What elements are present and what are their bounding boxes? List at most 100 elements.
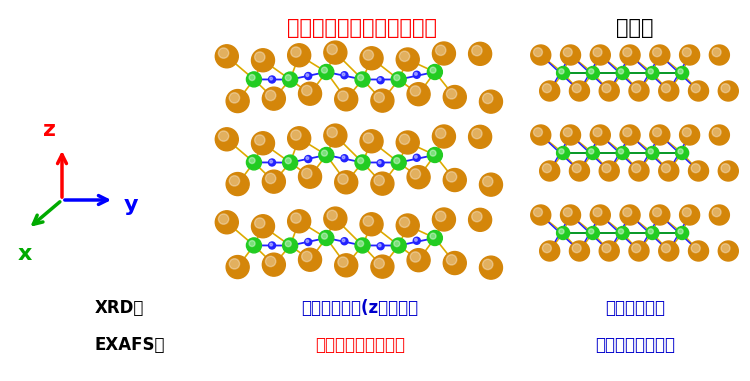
Circle shape [251,49,274,72]
Circle shape [658,241,679,261]
Circle shape [254,135,265,145]
Circle shape [540,241,560,261]
Circle shape [682,208,692,217]
Circle shape [319,147,334,163]
Circle shape [413,154,420,161]
Circle shape [531,125,550,145]
Circle shape [692,84,700,93]
Circle shape [632,84,640,93]
Circle shape [721,244,730,253]
Circle shape [363,216,374,226]
Circle shape [678,229,683,234]
Circle shape [710,205,729,225]
Circle shape [593,48,602,57]
Circle shape [436,45,445,56]
Circle shape [436,211,445,221]
Circle shape [342,73,345,76]
Circle shape [285,158,291,164]
Circle shape [334,254,358,277]
Circle shape [680,205,700,225]
Circle shape [377,77,384,84]
Circle shape [678,149,683,154]
Text: y: y [124,195,139,215]
Circle shape [712,128,721,137]
Circle shape [650,205,670,225]
Circle shape [215,45,238,68]
Circle shape [268,159,275,166]
Circle shape [360,47,383,70]
Circle shape [371,89,394,112]
Circle shape [291,213,302,223]
Circle shape [533,128,542,137]
Circle shape [288,127,310,150]
Circle shape [482,259,493,270]
Circle shape [556,67,569,80]
Circle shape [469,208,491,231]
Circle shape [254,218,265,228]
Circle shape [629,241,649,261]
Circle shape [652,48,662,57]
Circle shape [620,205,640,225]
Circle shape [407,249,430,272]
Circle shape [226,256,249,279]
Circle shape [298,248,322,271]
Circle shape [249,75,255,80]
Circle shape [247,238,262,253]
Circle shape [268,76,275,83]
Circle shape [249,240,255,247]
Circle shape [291,47,302,57]
Circle shape [560,205,580,225]
Circle shape [374,175,384,186]
Circle shape [427,147,442,163]
Circle shape [427,64,442,80]
Circle shape [226,173,249,195]
Circle shape [230,93,239,103]
Circle shape [433,42,455,65]
Circle shape [572,244,581,253]
Circle shape [355,72,370,87]
Circle shape [676,67,688,80]
Circle shape [563,128,572,137]
Circle shape [619,149,623,154]
Circle shape [378,161,381,164]
Circle shape [622,208,632,217]
Circle shape [676,226,688,240]
Circle shape [355,155,370,170]
Circle shape [533,48,542,57]
Circle shape [392,238,406,253]
Circle shape [650,125,670,145]
Circle shape [632,164,640,173]
Circle shape [479,256,502,279]
Circle shape [559,229,564,234]
Circle shape [304,155,312,163]
Circle shape [589,149,594,154]
Circle shape [399,217,410,227]
Text: ランダムな原子配列: ランダムな原子配列 [315,336,405,354]
Circle shape [324,41,346,64]
Circle shape [648,229,653,234]
Circle shape [360,213,383,236]
Circle shape [358,240,364,247]
Circle shape [251,215,274,238]
Circle shape [479,173,502,196]
Circle shape [363,50,374,60]
Circle shape [646,147,659,160]
Circle shape [249,157,255,163]
Circle shape [472,211,482,222]
Circle shape [288,44,310,67]
Circle shape [374,92,384,102]
Circle shape [676,147,688,160]
Circle shape [306,74,309,77]
Circle shape [482,93,493,104]
Circle shape [599,241,619,261]
Circle shape [646,67,659,80]
Circle shape [218,214,229,224]
Circle shape [413,71,420,78]
Circle shape [710,125,729,145]
Circle shape [616,147,629,160]
Circle shape [266,256,276,267]
Circle shape [443,86,466,109]
Circle shape [569,81,590,101]
Circle shape [542,164,551,173]
Circle shape [218,131,229,141]
